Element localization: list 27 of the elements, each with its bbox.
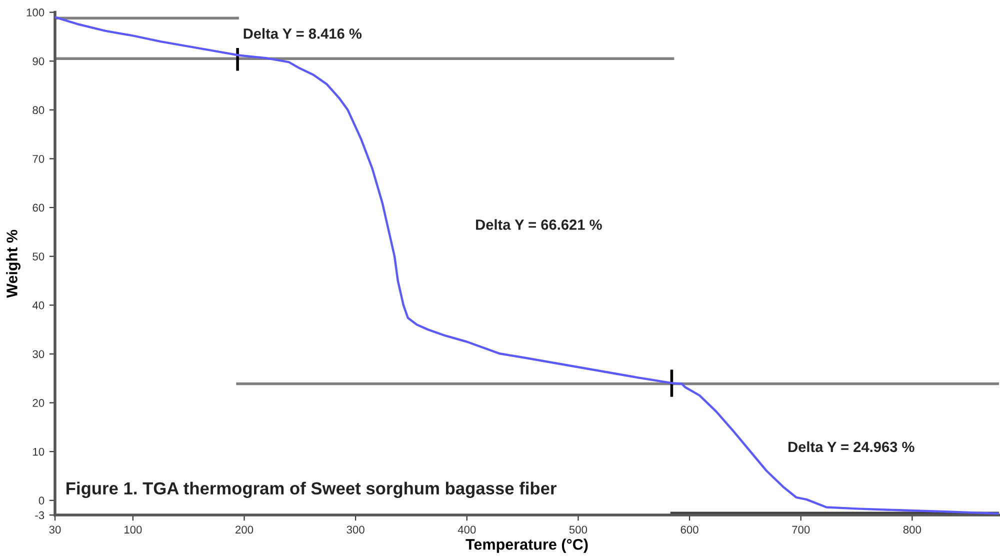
annotation: Delta Y = 66.621 % xyxy=(476,219,602,230)
x-tick-label: 100 xyxy=(124,526,142,534)
x-tick-label: 30 xyxy=(49,526,61,534)
x-tick-label: 500 xyxy=(569,526,588,534)
x-tick-label: 200 xyxy=(236,526,254,534)
x-axis-title: Temperature (°C) xyxy=(466,538,588,553)
annotation: Figure 1. TGA thermogram of Sweet sorghum bagasse fiber xyxy=(66,482,556,498)
annotation: Delta Y = 8.416 % xyxy=(244,28,362,39)
y-tick-label: -3 xyxy=(35,511,44,520)
y-tick-label: 80 xyxy=(32,106,44,114)
y-axis-title: Weight % xyxy=(6,230,20,298)
y-tick-label: 100 xyxy=(26,8,44,16)
y-tick-label: 30 xyxy=(32,350,44,358)
y-tick-label: 0 xyxy=(38,496,44,505)
y-tick-label: 50 xyxy=(32,252,44,260)
y-tick-label: 70 xyxy=(32,154,44,163)
x-tick-label: 700 xyxy=(792,526,810,534)
x-tick-label: 300 xyxy=(346,526,364,534)
x-tick-label: 800 xyxy=(903,526,922,534)
y-tick-label: 40 xyxy=(32,301,44,310)
x-tick-label: 400 xyxy=(458,526,476,534)
annotation: Delta Y = 24.963 % xyxy=(788,441,914,452)
y-tick-label: 90 xyxy=(32,57,44,66)
y-tick-label: 10 xyxy=(33,448,44,456)
y-tick-label: 20 xyxy=(32,399,44,407)
y-tick-label: 60 xyxy=(32,204,44,212)
x-tick-label: 600 xyxy=(680,526,698,534)
